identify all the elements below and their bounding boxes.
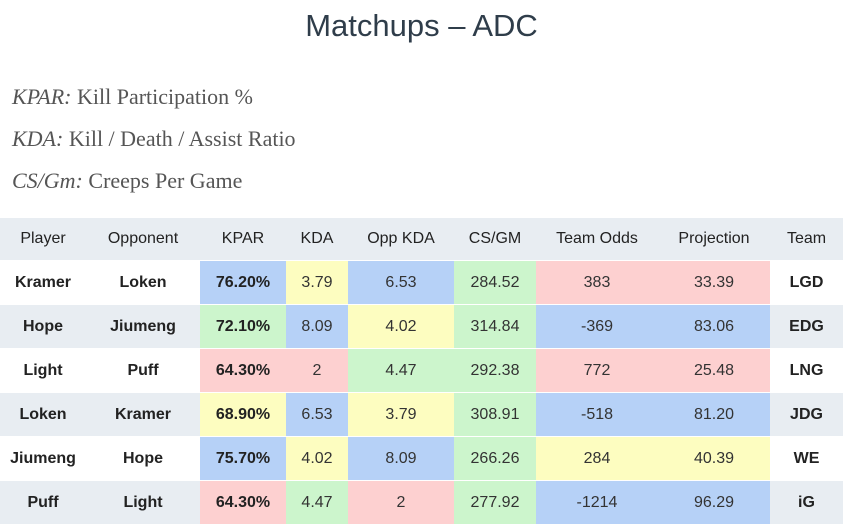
opp-kda-cell: 4.02 <box>348 305 454 349</box>
projection-cell: 40.39 <box>658 437 770 481</box>
opp-kda-cell: 4.47 <box>348 349 454 393</box>
header-projection[interactable]: Projection <box>658 218 770 261</box>
team-cell: LNG <box>770 349 843 393</box>
team-odds-cell: -518 <box>536 393 658 437</box>
projection-cell: 96.29 <box>658 481 770 524</box>
projection-cell: 83.06 <box>658 305 770 349</box>
kpar-cell: 64.30% <box>200 481 286 524</box>
projection-cell: 33.39 <box>658 261 770 305</box>
player-cell: Light <box>0 349 86 393</box>
team-odds-cell: 383 <box>536 261 658 305</box>
team-odds-cell: 284 <box>536 437 658 481</box>
abbreviation-legend: KPAR: Kill Participation % KDA: Kill / D… <box>12 82 296 208</box>
opponent-cell: Jiumeng <box>86 305 200 349</box>
team-cell: iG <box>770 481 843 524</box>
kda-cell: 6.53 <box>286 393 348 437</box>
kpar-cell: 72.10% <box>200 305 286 349</box>
projection-cell: 25.48 <box>658 349 770 393</box>
cs-gm-cell: 284.52 <box>454 261 536 305</box>
table-row: Loken Kramer 68.90% 6.53 3.79 308.91 -51… <box>0 393 843 437</box>
team-odds-cell: -1214 <box>536 481 658 524</box>
legend-abbr: KPAR: <box>12 84 71 109</box>
header-kda[interactable]: KDA <box>286 218 348 261</box>
matchups-table: Player Opponent KPAR KDA Opp KDA CS/GM T… <box>0 218 843 524</box>
legend-abbr: KDA: <box>12 126 63 151</box>
cs-gm-cell: 308.91 <box>454 393 536 437</box>
opp-kda-cell: 3.79 <box>348 393 454 437</box>
opponent-cell: Puff <box>86 349 200 393</box>
team-cell: WE <box>770 437 843 481</box>
opp-kda-cell: 2 <box>348 481 454 524</box>
projection-cell: 81.20 <box>658 393 770 437</box>
player-cell: Kramer <box>0 261 86 305</box>
opponent-cell: Loken <box>86 261 200 305</box>
opp-kda-cell: 6.53 <box>348 261 454 305</box>
kpar-cell: 76.20% <box>200 261 286 305</box>
cs-gm-cell: 314.84 <box>454 305 536 349</box>
table-header-row: Player Opponent KPAR KDA Opp KDA CS/GM T… <box>0 218 843 261</box>
header-player[interactable]: Player <box>0 218 86 261</box>
table-row: Hope Jiumeng 72.10% 8.09 4.02 314.84 -36… <box>0 305 843 349</box>
opp-kda-cell: 8.09 <box>348 437 454 481</box>
header-kpar[interactable]: KPAR <box>200 218 286 261</box>
team-odds-cell: 772 <box>536 349 658 393</box>
kda-cell: 8.09 <box>286 305 348 349</box>
table-row: Puff Light 64.30% 4.47 2 277.92 -1214 96… <box>0 481 843 524</box>
header-opponent[interactable]: Opponent <box>86 218 200 261</box>
page-title: Matchups – ADC <box>0 8 843 44</box>
table-row: Kramer Loken 76.20% 3.79 6.53 284.52 383… <box>0 261 843 305</box>
header-cs-gm[interactable]: CS/GM <box>454 218 536 261</box>
player-cell: Jiumeng <box>0 437 86 481</box>
table-row: Jiumeng Hope 75.70% 4.02 8.09 266.26 284… <box>0 437 843 481</box>
team-cell: EDG <box>770 305 843 349</box>
cs-gm-cell: 277.92 <box>454 481 536 524</box>
legend-abbr: CS/Gm: <box>12 168 83 193</box>
cs-gm-cell: 292.38 <box>454 349 536 393</box>
player-cell: Loken <box>0 393 86 437</box>
header-team[interactable]: Team <box>770 218 843 261</box>
team-odds-cell: -369 <box>536 305 658 349</box>
kda-cell: 2 <box>286 349 348 393</box>
opponent-cell: Light <box>86 481 200 524</box>
legend-csgm: CS/Gm: Creeps Per Game <box>12 166 296 208</box>
header-opp-kda[interactable]: Opp KDA <box>348 218 454 261</box>
table-row: Light Puff 64.30% 2 4.47 292.38 772 25.4… <box>0 349 843 393</box>
legend-text: Kill Participation % <box>71 84 252 109</box>
kda-cell: 4.47 <box>286 481 348 524</box>
player-cell: Hope <box>0 305 86 349</box>
legend-text: Kill / Death / Assist Ratio <box>63 126 295 151</box>
kda-cell: 3.79 <box>286 261 348 305</box>
legend-kpar: KPAR: Kill Participation % <box>12 82 296 124</box>
legend-kda: KDA: Kill / Death / Assist Ratio <box>12 124 296 166</box>
team-cell: LGD <box>770 261 843 305</box>
opponent-cell: Kramer <box>86 393 200 437</box>
opponent-cell: Hope <box>86 437 200 481</box>
kda-cell: 4.02 <box>286 437 348 481</box>
kpar-cell: 75.70% <box>200 437 286 481</box>
kpar-cell: 64.30% <box>200 349 286 393</box>
kpar-cell: 68.90% <box>200 393 286 437</box>
player-cell: Puff <box>0 481 86 524</box>
header-team-odds[interactable]: Team Odds <box>536 218 658 261</box>
cs-gm-cell: 266.26 <box>454 437 536 481</box>
legend-text: Creeps Per Game <box>83 168 242 193</box>
team-cell: JDG <box>770 393 843 437</box>
